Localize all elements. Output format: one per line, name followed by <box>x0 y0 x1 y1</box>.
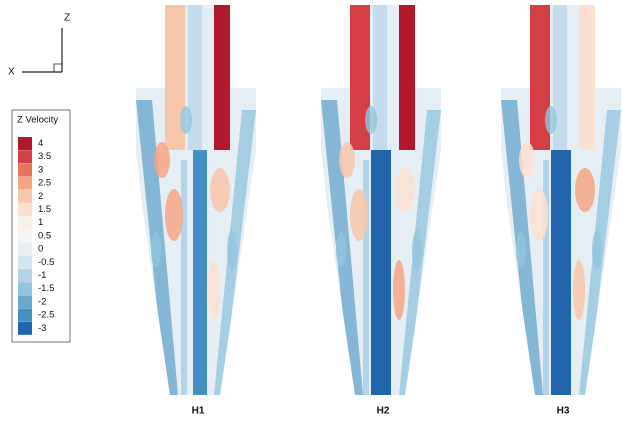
contour-blob <box>573 260 585 320</box>
cyclone-contour <box>134 0 258 400</box>
cyclone-contour <box>319 0 443 400</box>
panel-label: H1 <box>192 406 205 417</box>
legend-label: -1 <box>38 270 46 281</box>
axis-corner <box>54 64 62 72</box>
legend-label: -0.5 <box>38 257 54 268</box>
contour-blob <box>227 230 237 270</box>
contour-blob <box>395 168 415 212</box>
contour-blob <box>393 260 405 320</box>
contour-blob <box>339 142 355 178</box>
legend-swatch <box>18 229 32 242</box>
legend-label: -3 <box>38 323 46 334</box>
legend-swatch <box>18 295 32 308</box>
contour-blob <box>210 168 230 212</box>
contour-blob <box>412 230 422 270</box>
legend-swatch <box>18 322 32 335</box>
contour-band <box>579 5 595 150</box>
legend-title: Z Velocity <box>17 115 58 126</box>
legend-label: -1.5 <box>38 283 54 294</box>
contour-blob <box>365 106 377 134</box>
axis-triad: Z X <box>8 13 70 78</box>
figure: Z X Z Velocity 4 3.5 3 2.5 2 1.5 1 0.5 0 -0.5 -1 -1… <box>0 0 623 426</box>
legend-swatch <box>18 190 32 203</box>
contour-blob <box>545 106 557 134</box>
contour-blob <box>208 260 220 320</box>
panels: H1 H2 H3 <box>134 0 623 417</box>
legend-label: -2 <box>38 296 46 307</box>
contour-blob <box>516 232 526 268</box>
contour-blob <box>154 142 170 178</box>
legend-swatch <box>18 177 32 190</box>
legend-swatch <box>18 216 32 229</box>
contour-blob <box>180 106 192 134</box>
contour-blob <box>519 142 535 178</box>
z-label: Z <box>64 13 70 24</box>
legend-swatch <box>18 137 32 150</box>
legend-swatch <box>18 163 32 176</box>
contour-core <box>371 150 391 400</box>
legend-label: 0 <box>38 244 43 255</box>
legend-label: -2.5 <box>38 310 54 321</box>
contour-band <box>214 5 230 150</box>
contour-blob <box>592 230 602 270</box>
cyclone-contour <box>499 0 623 400</box>
legend-label: 0.5 <box>38 230 51 241</box>
panel-label: H2 <box>377 406 390 417</box>
contour-core-edge <box>181 160 187 400</box>
contour-core <box>193 150 207 400</box>
legend-label: 4 <box>38 138 43 149</box>
legend-swatch <box>18 150 32 163</box>
contour-blob <box>151 232 161 268</box>
legend-label: 1.5 <box>38 204 51 215</box>
contour-blob <box>336 232 346 268</box>
contour-blob <box>350 189 368 241</box>
legend-label: 1 <box>38 217 43 228</box>
contour-band <box>399 5 415 150</box>
legend-label: 3 <box>38 164 43 175</box>
legend-swatch <box>18 256 32 269</box>
legend-label: 2.5 <box>38 178 51 189</box>
contour-blob <box>575 168 595 212</box>
legend-label: 2 <box>38 191 43 202</box>
contour-blob <box>165 189 183 241</box>
contour-core <box>551 150 571 400</box>
legend-swatch <box>18 309 32 322</box>
contour-blob <box>530 189 548 241</box>
legend-swatch <box>18 243 32 256</box>
legend-swatch <box>18 282 32 295</box>
x-label: X <box>8 67 15 78</box>
panel-label: H3 <box>557 406 570 417</box>
legend-swatch <box>18 203 32 216</box>
legend-label: 3.5 <box>38 151 51 162</box>
legend-swatch <box>18 269 32 282</box>
